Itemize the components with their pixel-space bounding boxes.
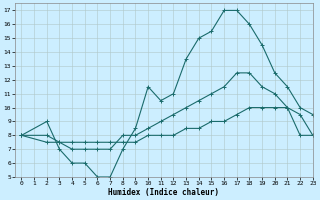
X-axis label: Humidex (Indice chaleur): Humidex (Indice chaleur) — [108, 188, 220, 197]
